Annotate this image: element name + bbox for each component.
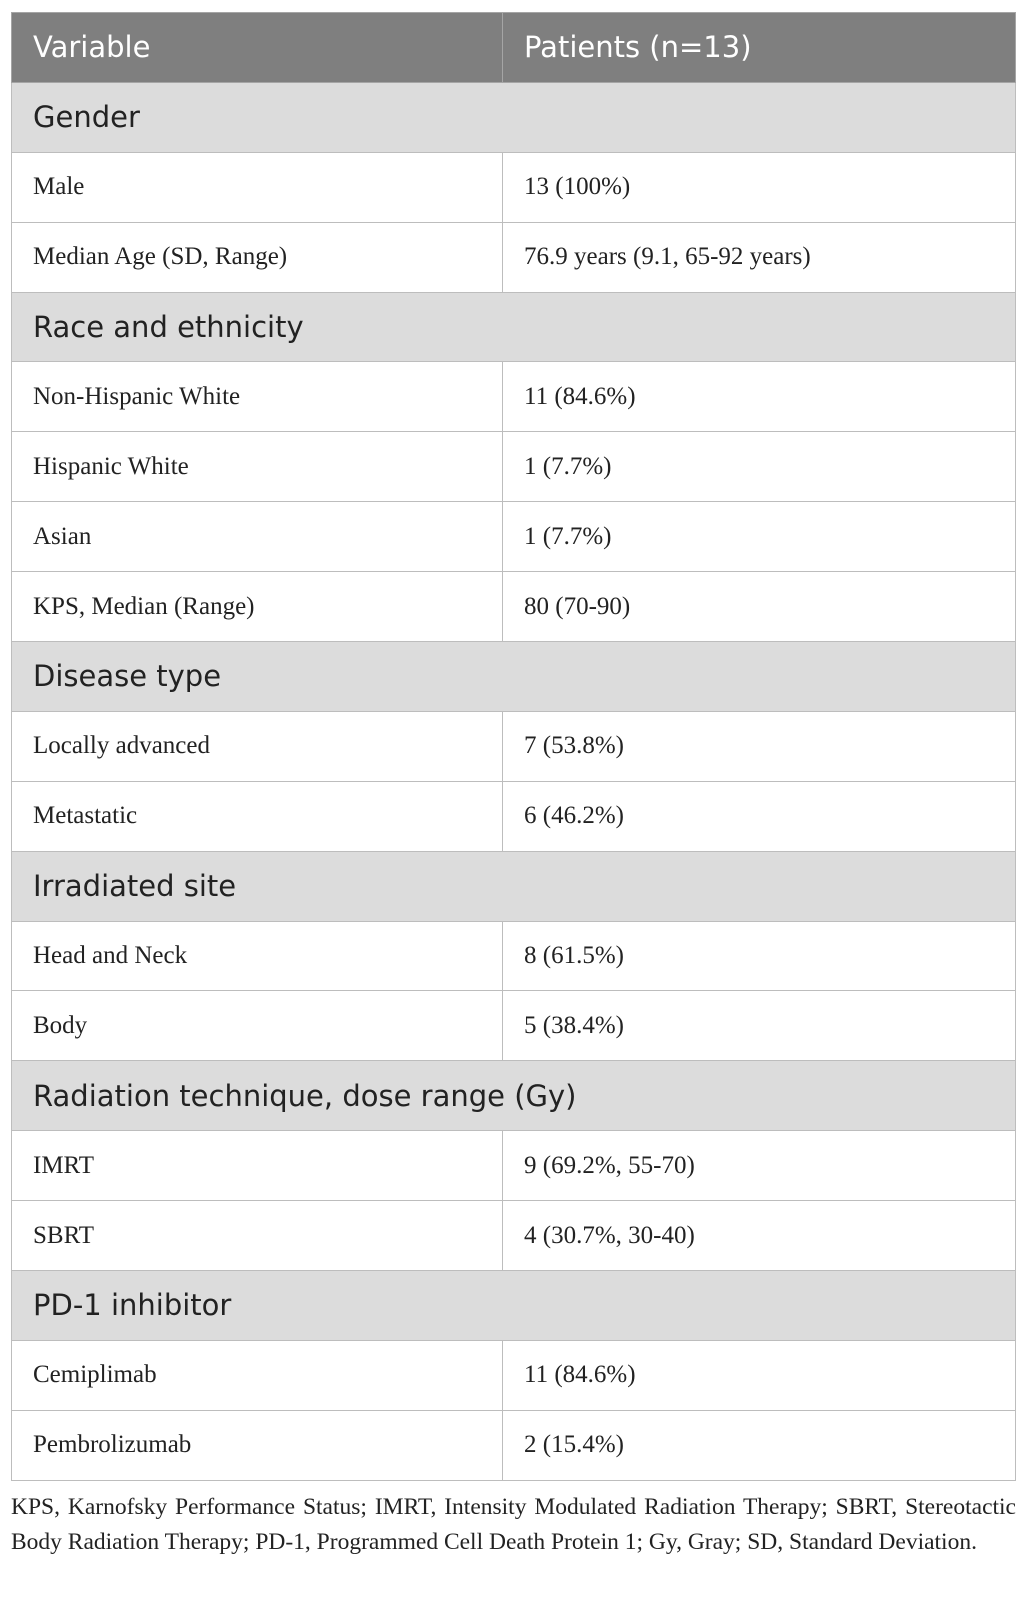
section-row: Disease type: [11, 641, 1016, 712]
data-row: Male 13 (100%): [11, 151, 1016, 223]
data-row: SBRT 4 (30.7%, 30-40): [11, 1200, 1016, 1272]
section-title: PD-1 inhibitor: [11, 1270, 1016, 1341]
data-row: Locally advanced 7 (53.8%): [11, 710, 1016, 782]
header-cell: Patients (n=13): [502, 12, 1016, 83]
cell: 76.9 years (9.1, 65-92 years): [502, 221, 1016, 293]
data-row: Body 5 (38.4%): [11, 990, 1016, 1062]
header-row: Variable Patients (n=13): [11, 12, 1016, 83]
data-row: IMRT 9 (69.2%, 55-70): [11, 1130, 1016, 1202]
cell: 6 (46.2%): [502, 780, 1016, 852]
cell: 11 (84.6%): [502, 1339, 1016, 1411]
cell: 8 (61.5%): [502, 920, 1016, 992]
data-row: Cemiplimab 11 (84.6%): [11, 1339, 1016, 1411]
data-row: KPS, Median (Range) 80 (70-90): [11, 571, 1016, 643]
cell: Metastatic: [11, 780, 503, 852]
cell: 2 (15.4%): [502, 1409, 1016, 1481]
section-title: Irradiated site: [11, 850, 1016, 922]
cell: 7 (53.8%): [502, 710, 1016, 782]
data-row: Pembrolizumab 2 (15.4%): [11, 1409, 1016, 1481]
section-title: Race and ethnicity: [11, 291, 1016, 363]
cell: 1 (7.7%): [502, 431, 1016, 503]
section-row: Irradiated site: [11, 850, 1016, 922]
section-title: Gender: [11, 81, 1016, 153]
section-title: Disease type: [11, 641, 1016, 712]
cell: Cemiplimab: [11, 1339, 503, 1411]
cell: Locally advanced: [11, 710, 503, 782]
cell: Median Age (SD, Range): [11, 221, 503, 293]
cell: 9 (69.2%, 55-70): [502, 1130, 1016, 1202]
section-row: Race and ethnicity: [11, 291, 1016, 363]
section-row: Gender: [11, 81, 1016, 153]
cell: KPS, Median (Range): [11, 571, 503, 643]
cell: 1 (7.7%): [502, 501, 1016, 573]
section-title: Radiation technique, dose range (Gy): [11, 1060, 1016, 1132]
cell: Head and Neck: [11, 920, 503, 992]
section-row: PD-1 inhibitor: [11, 1270, 1016, 1341]
data-row: Metastatic 6 (46.2%): [11, 780, 1016, 852]
data-table: Variable Patients (n=13) Gender Male 13 (100…: [11, 12, 1016, 1481]
data-row: Hispanic White 1 (7.7%): [11, 431, 1016, 503]
cell: IMRT: [11, 1130, 503, 1202]
cell: 13 (100%): [502, 151, 1016, 223]
cell: 11 (84.6%): [502, 361, 1016, 433]
cell: 5 (38.4%): [502, 990, 1016, 1062]
cell: 80 (70-90): [502, 571, 1016, 643]
cell: Body: [11, 990, 503, 1062]
cell: 4 (30.7%, 30-40): [502, 1200, 1016, 1272]
header-cell: Variable: [11, 12, 503, 83]
cell: Pembrolizumab: [11, 1409, 503, 1481]
data-row: Median Age (SD, Range) 76.9 years (9.1, 6…: [11, 221, 1016, 293]
cell: Hispanic White: [11, 431, 503, 503]
cell: Asian: [11, 501, 503, 573]
footnote: KPS, Karnofsky Performance Status; IMRT,…: [11, 1494, 1016, 1555]
cell: Non-Hispanic White: [11, 361, 503, 433]
section-row: Radiation technique, dose range (Gy): [11, 1060, 1016, 1132]
cell: Male: [11, 151, 503, 223]
data-row: Non-Hispanic White 11 (84.6%): [11, 361, 1016, 433]
data-row: Head and Neck 8 (61.5%): [11, 920, 1016, 992]
cell: SBRT: [11, 1200, 503, 1272]
data-row: Asian 1 (7.7%): [11, 501, 1016, 573]
